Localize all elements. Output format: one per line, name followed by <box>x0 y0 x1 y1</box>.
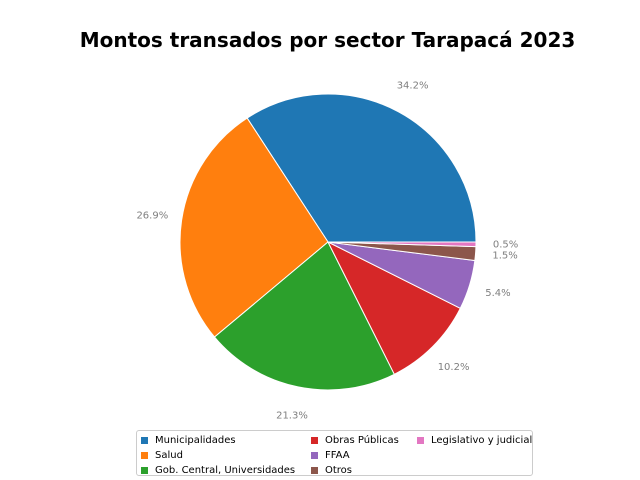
pie-slice-2 <box>179 117 329 338</box>
legend-label: Salud <box>155 449 183 461</box>
legend-swatch <box>311 436 318 444</box>
slice-percent-label: 5.4% <box>485 288 510 299</box>
legend-label: Legislativo y judicial <box>431 434 533 446</box>
pie-labels: 34.2% 26.9% 21.3% 10.2% 5.4% 1.5%0.5% <box>136 80 518 421</box>
legend-swatch <box>311 466 318 474</box>
legend-label: FFAA <box>325 449 350 461</box>
legend-item: Municipalidades <box>141 433 236 447</box>
legend-label: Gob. Central, Universidades <box>155 464 296 476</box>
legend-swatch <box>141 466 148 474</box>
legend-swatch <box>311 451 318 459</box>
legend-label: Municipalidades <box>155 434 236 446</box>
legend-item: Salud <box>141 448 183 462</box>
pie-slice-3 <box>214 241 395 391</box>
slice-percent-label: 1.5% <box>492 250 517 261</box>
legend-item: Otros <box>311 463 352 477</box>
slice-percent-label: 10.2% <box>438 362 470 373</box>
chart-title: Montos transados por sector Tarapacá 202… <box>79 28 576 52</box>
legend-label: Obras Públicas <box>325 434 399 446</box>
legend-swatch <box>141 451 148 459</box>
slice-percent-label: 0.5% <box>493 239 518 250</box>
slice-percent-label: 21.3% <box>276 410 308 421</box>
pie-slices <box>179 93 477 391</box>
legend-swatch <box>417 436 424 444</box>
pie-slice-4 <box>327 241 461 375</box>
legend: Municipalidades Salud Gob. Central, Univer… <box>136 430 533 476</box>
pie-slice-7 <box>327 241 477 248</box>
legend-label: Otros <box>325 464 353 476</box>
legend-swatch <box>141 436 148 444</box>
slice-percent-label: 34.2% <box>397 80 429 91</box>
legend-item: Obras Públicas <box>311 433 399 447</box>
legend-item: FFAA <box>311 448 350 462</box>
slice-percent-label: 26.9% <box>136 210 168 221</box>
legend-item: Legislativo y judicial <box>417 433 532 447</box>
legend-item: Gob. Central, Universidades <box>141 463 295 477</box>
